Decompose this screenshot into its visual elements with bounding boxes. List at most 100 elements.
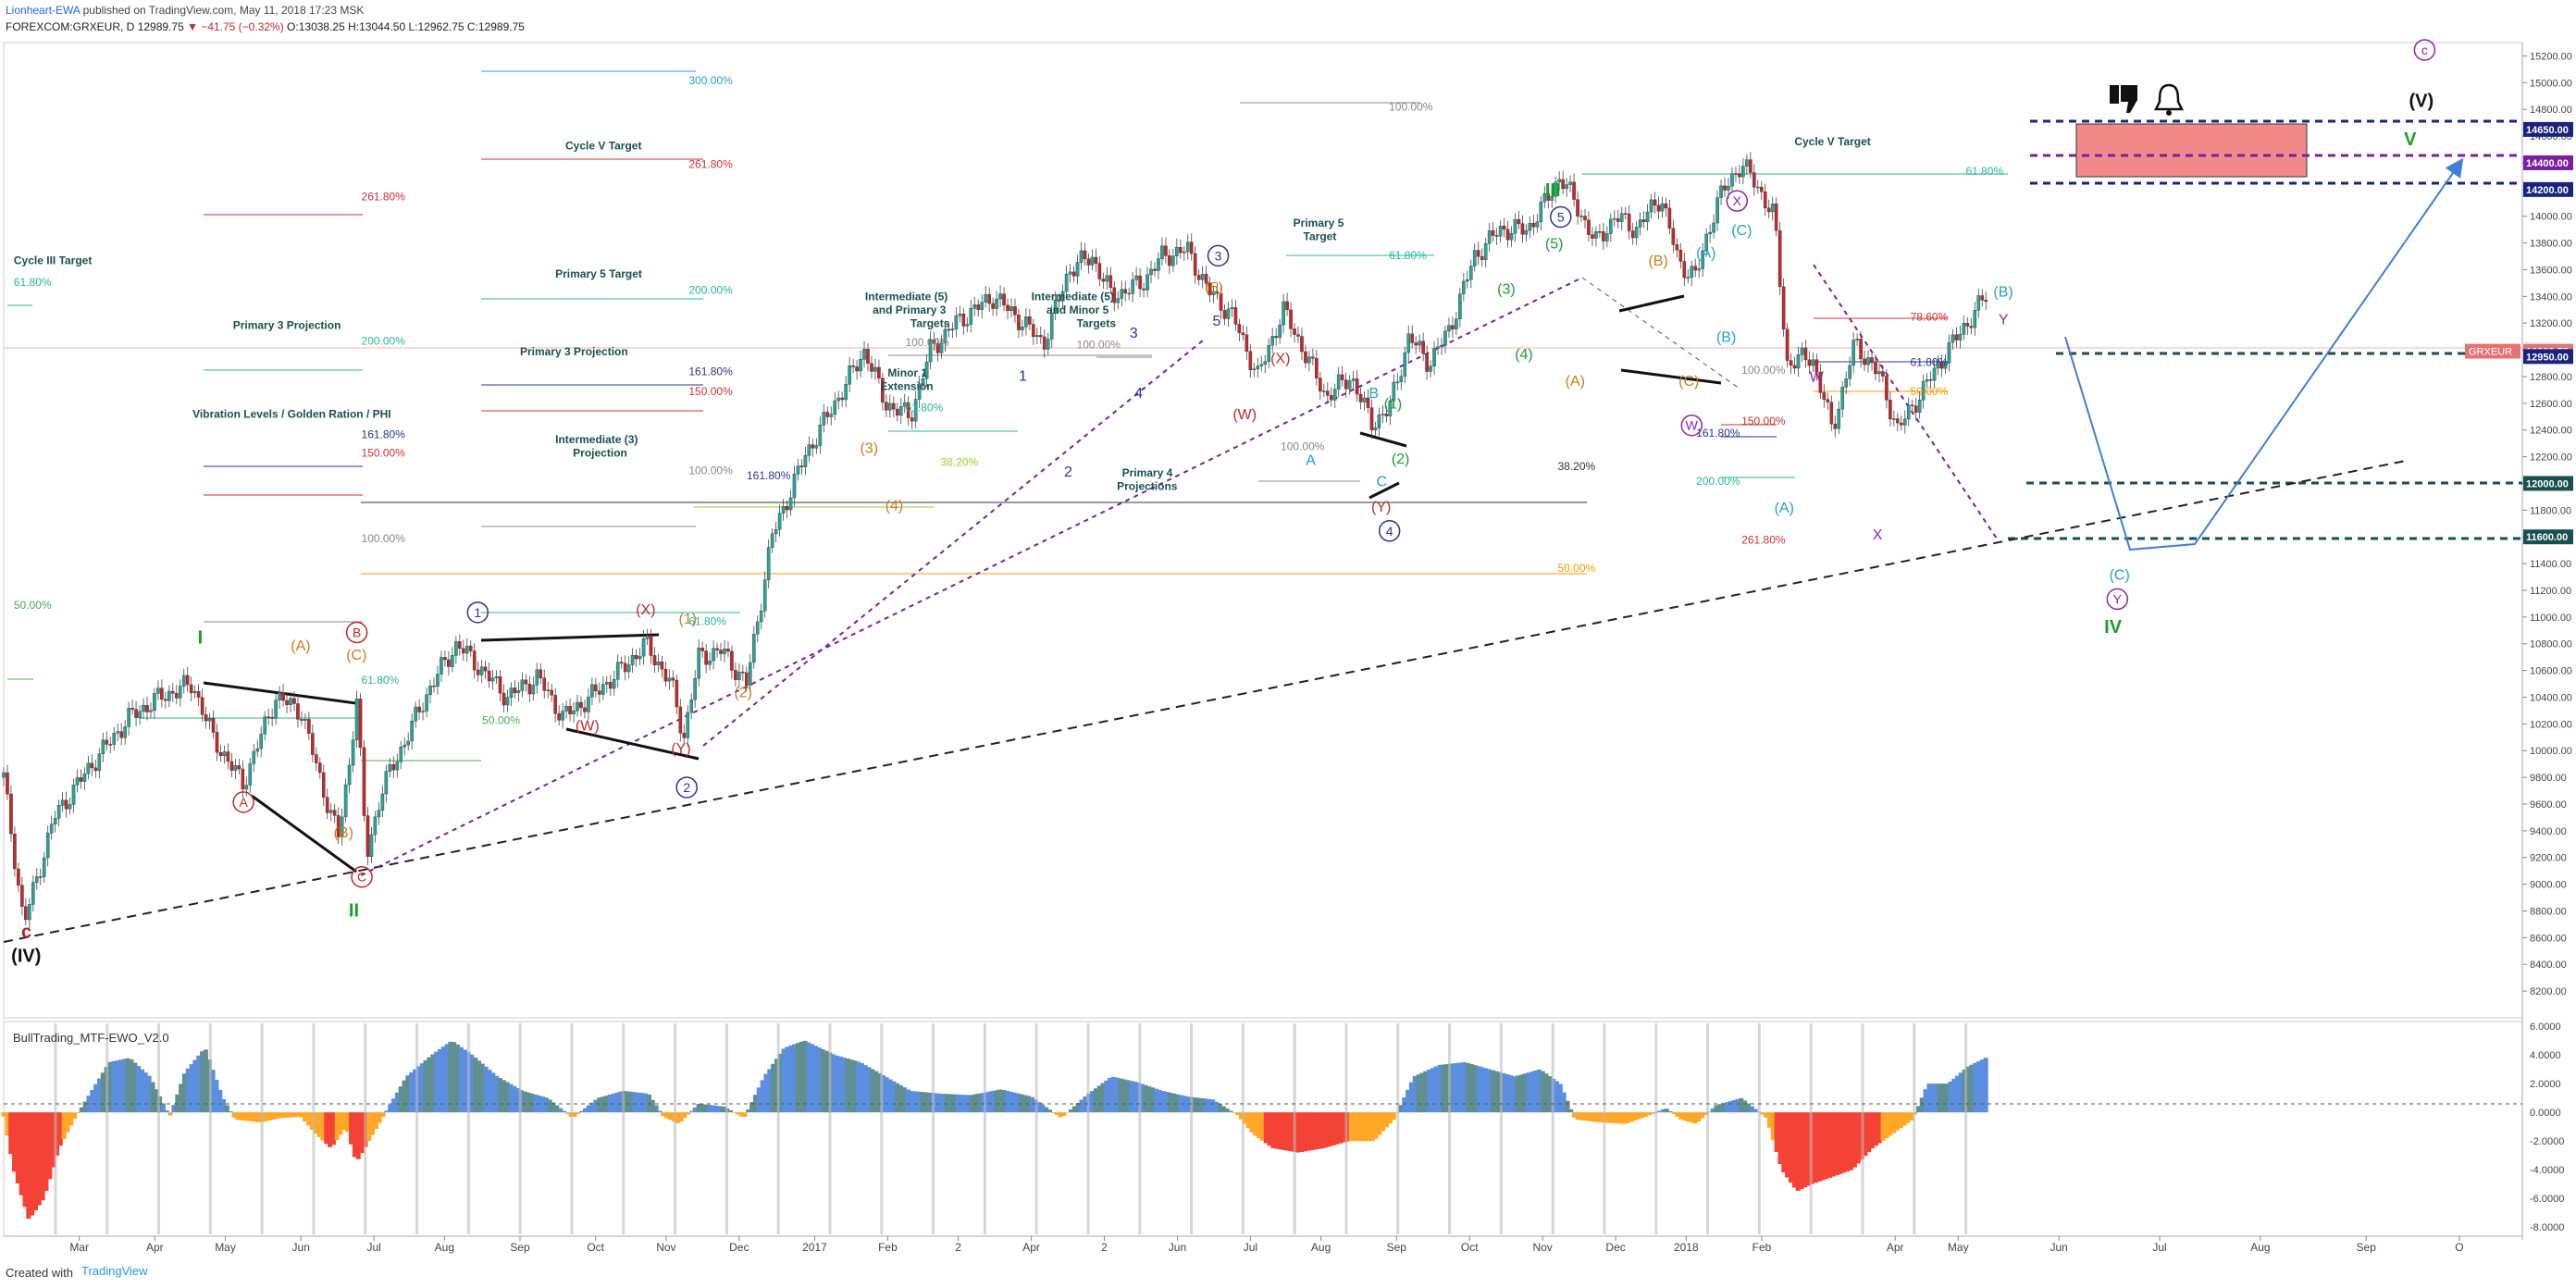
candle-body [1671, 228, 1676, 245]
time-tick-label: Oct [1461, 1241, 1479, 1254]
candle-body [1366, 397, 1370, 408]
candle-body [1565, 184, 1568, 190]
oscillator-bar [1515, 1075, 1520, 1113]
candle-body [479, 666, 484, 675]
fib-annotation: Extension [880, 379, 933, 392]
oscillator-bar [1217, 1104, 1222, 1113]
oscillator-bar [1323, 1112, 1329, 1148]
wave-label: W [1686, 418, 1699, 433]
tradingview-logo[interactable]: TradingView [81, 1264, 148, 1278]
candle-body [1980, 295, 1985, 301]
candle-body [788, 497, 793, 511]
candle-body [840, 397, 844, 401]
oscillator-bar [558, 1108, 564, 1113]
thumbs-down-icon[interactable] [2110, 85, 2137, 113]
wave-label: C [357, 870, 366, 885]
candle-body [1406, 333, 1411, 353]
candle-body [590, 684, 594, 698]
symbol-name[interactable]: FOREXCOM:GRXEUR, D [6, 20, 135, 33]
candle-body [1101, 279, 1106, 282]
oscillator-bar [415, 1066, 421, 1113]
author-link[interactable]: Lionheart-EWA [6, 4, 80, 17]
channel-blue-1 [1581, 277, 1740, 390]
oscillator-bar [1863, 1112, 1868, 1157]
wave-label: (W) [576, 719, 600, 735]
oscillator-bar [1150, 1087, 1156, 1113]
oscillator-bar [962, 1095, 968, 1113]
candle-body [1984, 300, 1988, 303]
oscillator-bar [717, 1106, 723, 1113]
price-tick-label: 9400.00 [2530, 826, 2567, 837]
candle-body [1440, 344, 1443, 347]
candle-body [1932, 367, 1937, 381]
oscillator-bar [434, 1051, 440, 1113]
candle-body [1373, 427, 1378, 430]
candle-body [373, 816, 378, 836]
candle-body [1921, 380, 1926, 401]
fib-annotation: 50.00% [1911, 385, 1949, 398]
oscillator-bar [785, 1046, 790, 1113]
candle-body [1196, 275, 1201, 280]
candle-body [1660, 203, 1665, 212]
oscillator-bar [490, 1072, 496, 1113]
candle-body [895, 408, 899, 416]
candle-body [1086, 258, 1091, 266]
candle-body [825, 412, 830, 417]
oscillator-bar [1501, 1072, 1506, 1113]
oscillator-bar [1075, 1103, 1081, 1113]
candle-body [1336, 374, 1341, 390]
candle-body [49, 824, 54, 834]
oscillator-bar [115, 1060, 120, 1113]
fib-annotation: 161.80% [1696, 427, 1740, 440]
oscillator-bar [96, 1078, 102, 1113]
oscillator-bar [1110, 1076, 1116, 1113]
fib-annotation: 100.00% [362, 532, 406, 545]
oscillator-bar [1816, 1112, 1822, 1182]
candle-body [1252, 368, 1257, 371]
candle-body [1222, 310, 1227, 319]
candle-body [1293, 328, 1296, 335]
candle-body [1840, 387, 1845, 410]
candle-body [1362, 397, 1367, 402]
oscillator-bar [1306, 1112, 1311, 1151]
candle-body [281, 692, 285, 701]
candle-body [1723, 185, 1727, 191]
candle-body [1528, 223, 1532, 231]
candle-body [1554, 181, 1558, 197]
oscillator-bar [1182, 1096, 1187, 1113]
candle-body [697, 647, 700, 679]
oscillator-marker [674, 1023, 677, 1234]
oscillator-bar [47, 1112, 53, 1180]
oscillator-bar [1976, 1060, 1982, 1113]
oscillator-bar [100, 1072, 105, 1113]
candle-body [487, 670, 491, 682]
oscillator-bar [1593, 1112, 1599, 1122]
oscillator-bar [437, 1048, 442, 1113]
candle-body [138, 711, 142, 718]
oscillator-bar [1317, 1112, 1322, 1149]
candle-body [296, 703, 300, 720]
candle-body [1491, 229, 1495, 236]
candle-body [1347, 380, 1352, 390]
oscillator-bar [1469, 1064, 1475, 1113]
oscillator-bar [664, 1112, 670, 1119]
candle-body [259, 734, 264, 749]
candle-body [1656, 204, 1661, 212]
candle-body [86, 762, 91, 774]
bell-icon[interactable] [2153, 83, 2185, 116]
oscillator-bar [1483, 1068, 1489, 1113]
candle-body [1906, 404, 1911, 420]
oscillator-bar [462, 1049, 467, 1113]
candle-body [1090, 256, 1095, 266]
oscillator-bar [192, 1059, 198, 1113]
candle-body [1131, 279, 1134, 294]
candle-body [634, 655, 638, 660]
time-tick-label: Nov [1532, 1241, 1552, 1254]
candle-body [1976, 295, 1981, 311]
oscillator-bar [373, 1112, 378, 1130]
wave-circle [232, 791, 254, 813]
candle-body [583, 707, 587, 712]
oscillator-bar [912, 1091, 918, 1113]
candle-body [406, 740, 410, 746]
